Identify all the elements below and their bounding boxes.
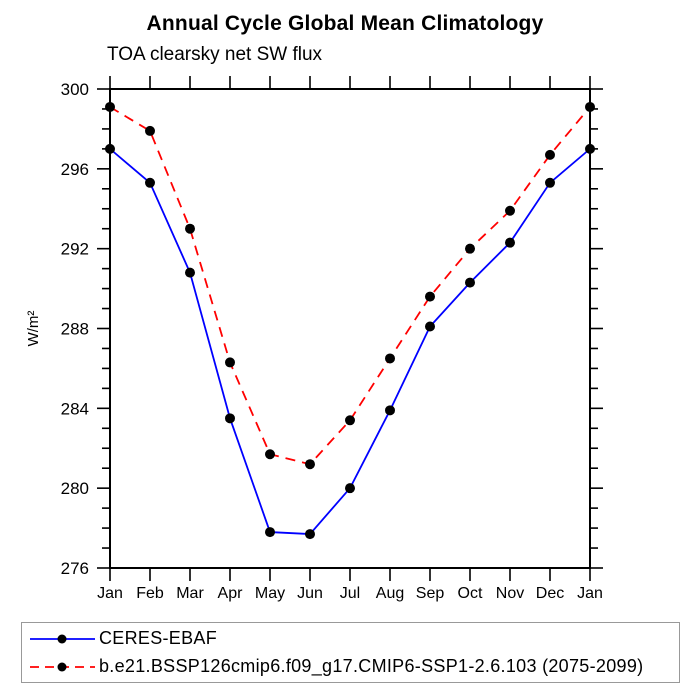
plot-area: 276 280 284 288 292 296 300 Jan Feb Mar Apr May Jun J…	[25, 76, 603, 602]
chart-title: Annual Cycle Global Mean Climatology	[146, 12, 544, 35]
data-point-series-1	[465, 277, 475, 288]
legend-line-sample-dashed	[30, 662, 95, 671]
x-tick-label: Mar	[176, 585, 204, 602]
y-tick-label: 284	[61, 399, 89, 418]
data-point-series-2	[425, 291, 435, 302]
data-point-series-2	[105, 101, 115, 112]
y-tick-label: 288	[61, 320, 89, 339]
data-point-series-1	[345, 483, 355, 494]
y-tick-label: 276	[61, 559, 89, 578]
data-point-series-2	[505, 205, 515, 216]
x-tick-label: Jul	[340, 585, 360, 602]
data-point-series-2	[465, 243, 475, 254]
legend-marker-dot-icon	[57, 662, 67, 671]
x-tick-label: Sep	[416, 585, 445, 602]
data-point-series-1	[545, 177, 555, 188]
x-tick-label: Jan	[97, 585, 123, 602]
x-tick-label: May	[255, 585, 285, 602]
legend-marker-dot-icon	[57, 634, 67, 643]
data-point-series-1	[105, 143, 115, 154]
data-point-series-2	[145, 125, 155, 136]
data-point-series-1	[225, 413, 235, 424]
data-point-series-1	[145, 177, 155, 188]
data-point-series-1	[305, 529, 315, 540]
data-point-series-1	[585, 143, 595, 154]
legend-item-model-run: b.e21.BSSP126cmip6.f09_g17.CMIP6-SSP1-2.…	[29, 653, 679, 681]
data-point-series-2	[385, 353, 395, 364]
y-axis-label: W/m²	[25, 311, 42, 347]
x-tick-label: Feb	[136, 585, 164, 602]
chart-subtitle: TOA clearsky net SW flux	[107, 44, 323, 65]
data-point-series-2	[225, 357, 235, 368]
plot-border	[109, 88, 591, 569]
x-tick-label: Nov	[496, 585, 524, 602]
data-point-series-2	[345, 415, 355, 426]
x-tick-label: Aug	[376, 585, 404, 602]
y-tick-label: 292	[61, 240, 89, 259]
data-point-series-2	[585, 101, 595, 112]
data-point-series-2	[305, 459, 315, 470]
legend: CERES-EBAF b.e21.BSSP126cmip6.f09_g17.CM…	[21, 622, 680, 683]
x-tick-label: Oct	[458, 585, 483, 602]
legend-label-model-run: b.e21.BSSP126cmip6.f09_g17.CMIP6-SSP1-2.…	[99, 656, 644, 676]
data-point-series-1	[425, 321, 435, 332]
data-point-series-1	[505, 237, 515, 248]
data-point-series-1	[385, 405, 395, 416]
y-tick-label: 300	[61, 80, 89, 99]
data-point-series-1	[185, 267, 195, 278]
x-tick-label: Dec	[536, 585, 564, 602]
data-point-series-2	[265, 449, 275, 460]
legend-item-ceres-ebaf: CERES-EBAF	[29, 625, 679, 653]
data-point-series-1	[265, 527, 275, 538]
y-tick-label: 296	[61, 160, 89, 179]
x-tick-label: Jun	[297, 585, 323, 602]
y-tick-label: 280	[61, 479, 89, 498]
data-point-series-2	[545, 149, 555, 160]
legend-label-ceres-ebaf: CERES-EBAF	[99, 628, 218, 648]
series-line-2	[109, 106, 591, 466]
x-tick-label: Apr	[218, 585, 244, 602]
data-point-series-2	[185, 223, 195, 234]
legend-line-sample-solid	[30, 634, 95, 643]
x-tick-label: Jan	[577, 585, 603, 602]
series-line-1	[109, 148, 591, 535]
